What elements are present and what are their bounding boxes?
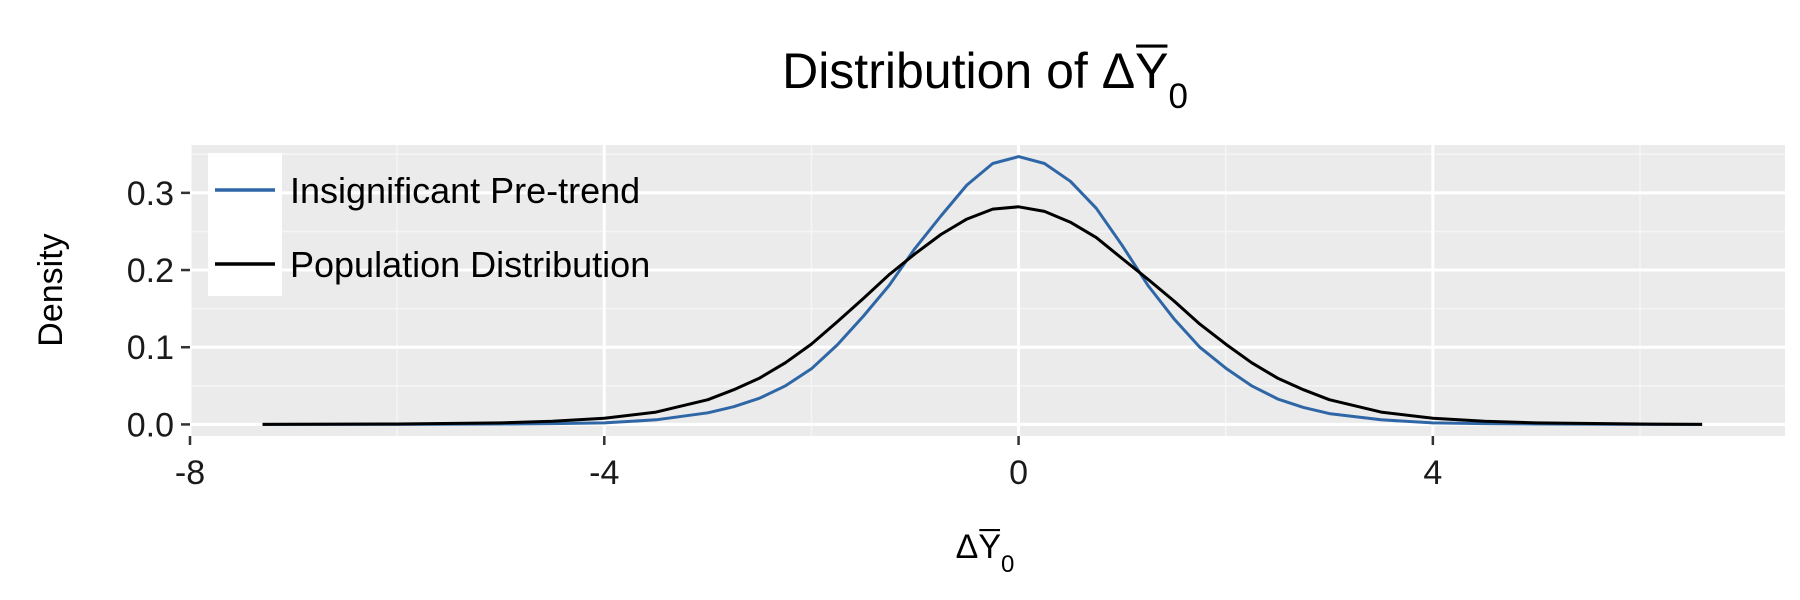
y-tick-label: 0.3	[127, 175, 174, 213]
x-axis-title: ΔY0	[956, 528, 1015, 578]
plot-area: 0.0 0.1 0.2 0.3 -8 -4 0 4 Insignificant Pre-tren…	[127, 145, 1785, 492]
series-line-1	[262, 205, 1703, 426]
x-tick-label: -8	[175, 454, 205, 492]
delta-y-symbol: ΔY	[1102, 43, 1169, 99]
subscript: 0	[1001, 551, 1014, 578]
legend-label-0: Insignificant Pre-trend	[290, 170, 640, 211]
legend: Insignificant Pre-trend Population Distri…	[208, 153, 650, 296]
y-tick-label: 0.1	[127, 329, 174, 367]
y-axis-title: Density	[32, 233, 70, 346]
y-tick-label: 0.2	[127, 252, 174, 290]
subscript: 0	[1168, 77, 1187, 116]
y-tick-label: 0.0	[127, 406, 174, 444]
title-prefix: Distribution of	[782, 43, 1102, 99]
series-line-0	[262, 155, 1703, 426]
chart-title: Distribution of ΔY0	[782, 43, 1188, 116]
x-tick-label: 4	[1423, 454, 1442, 492]
legend-key-background	[208, 153, 282, 296]
x-tick-label: -4	[589, 454, 619, 492]
legend-label-1: Population Distribution	[290, 244, 650, 285]
delta-y-symbol: ΔY	[956, 528, 1001, 566]
x-tick-label: 0	[1009, 454, 1028, 492]
